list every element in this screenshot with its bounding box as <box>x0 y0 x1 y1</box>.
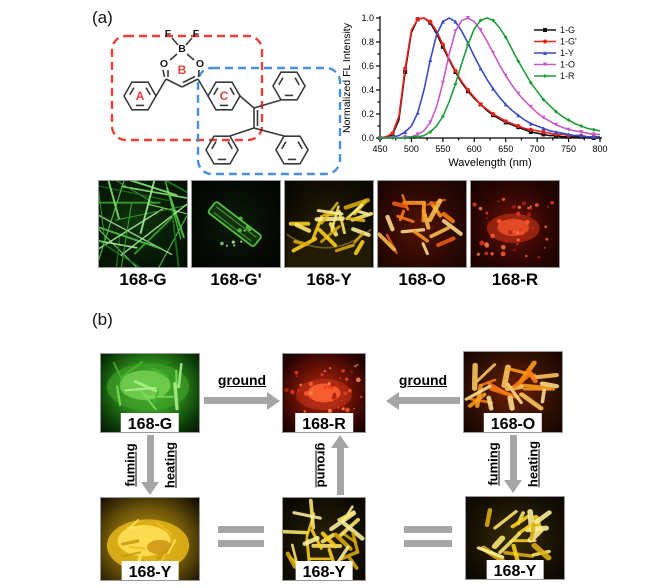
ring-b-label: B <box>178 63 187 77</box>
orange-crystals-texture <box>378 193 463 256</box>
svg-text:450: 450 <box>372 144 387 154</box>
atom-f2: F <box>193 28 200 40</box>
photo-168-R <box>470 180 560 268</box>
caption-168-G: 168-G <box>119 270 167 289</box>
photo-b-168-R: 168-R <box>282 353 366 433</box>
arrow-label-heating: heating <box>525 440 541 488</box>
blue-dashed-highlight-box <box>196 66 342 176</box>
red-dashed-highlight-box <box>110 34 264 142</box>
svg-text:0.0: 0.0 <box>361 133 374 143</box>
yellow-needles-texture <box>283 498 365 571</box>
photo-168-O <box>377 180 467 268</box>
svg-text:0.4: 0.4 <box>361 85 374 95</box>
photo-b-168-Y-middle: 168-Y <box>282 497 366 581</box>
green-needles-texture <box>99 181 187 267</box>
svg-text:1-G': 1-G' <box>560 37 577 47</box>
yellow-crystals-texture <box>286 198 373 267</box>
svg-text:0.2: 0.2 <box>361 109 374 119</box>
series-1-O <box>378 16 600 140</box>
green-mass-texture <box>106 360 190 411</box>
chart-legend: 1-G 1-G'1-Y 1-O1-R <box>534 25 577 81</box>
atom-boron: B <box>178 43 186 55</box>
red-powder-texture <box>472 197 555 259</box>
atom-f1: F <box>165 28 172 40</box>
svg-text:1.0: 1.0 <box>361 13 374 23</box>
chemical-structure-bf2-tpe: F F B O O A B C <box>110 28 342 176</box>
svg-text:1-O: 1-O <box>560 60 575 70</box>
svg-text:550: 550 <box>435 144 450 154</box>
arrow-label-heating: heating <box>162 441 178 489</box>
panel-a-label: (a) <box>92 8 113 27</box>
photo-168-Gp <box>191 180 281 268</box>
ring-c-label: C <box>220 89 229 103</box>
bond-lines <box>155 37 285 137</box>
panel-b-label: (b) <box>92 310 113 329</box>
photo-b-168-O: 168-O <box>463 351 563 433</box>
photo-168-Y <box>284 180 374 268</box>
svg-text:1-Y: 1-Y <box>560 48 574 58</box>
arrow-ground-o-to-r: ground <box>386 372 460 410</box>
svg-text:1-R: 1-R <box>560 71 575 81</box>
photo-b-168-Y-left: 168-Y <box>100 497 200 581</box>
phenyl-rings <box>123 71 309 165</box>
arrowhead-up <box>331 435 349 448</box>
arrow-label-ground: ground <box>314 442 330 488</box>
green-rod-texture <box>207 201 262 247</box>
svg-text:1-G: 1-G <box>560 25 575 35</box>
photo-label-168-Y: 168-Y <box>486 560 544 579</box>
ring-a-label: A <box>136 89 145 103</box>
svg-text:800: 800 <box>592 144 607 154</box>
arrow-label-ground: ground <box>217 372 267 388</box>
photo-label-168-Y: 168-Y <box>295 561 353 580</box>
arrow-ground-y-to-r: ground <box>300 435 364 495</box>
caption-168-Gp: 168-G' <box>210 270 262 289</box>
x-axis-title: Wavelength (nm) <box>448 157 531 169</box>
photo-b-168-Y-right: 168-Y <box>465 496 565 580</box>
photo-168-G <box>98 180 188 268</box>
equals-sign-left <box>218 526 264 554</box>
photo-b-168-G: 168-G <box>100 353 200 433</box>
chart-tick-labels: 450 500 550 600 650 700 750 800 0.0 0.2 0.4 0.6 0.8 1… <box>361 13 607 154</box>
svg-text:650: 650 <box>498 144 513 154</box>
arrowhead-down <box>504 480 522 493</box>
series-1-R <box>378 17 601 140</box>
arrowhead-left <box>386 391 399 410</box>
photo-label-168-G: 168-G <box>120 413 180 432</box>
arrowhead-right <box>267 391 280 410</box>
caption-168-R: 168-R <box>491 270 539 289</box>
arrow-label-fuming: fuming <box>122 443 138 487</box>
atom-o1: O <box>160 58 168 70</box>
y-axis-title: Normalized FL Intensity <box>341 22 353 133</box>
svg-text:500: 500 <box>404 144 419 154</box>
arrow-label-ground: ground <box>398 372 448 388</box>
arrow-label-fuming: fuming <box>485 442 501 486</box>
photo-label-168-R: 168-R <box>295 413 353 432</box>
equals-sign-right <box>404 526 452 554</box>
svg-text:0.8: 0.8 <box>361 37 374 47</box>
arrowhead-down <box>141 482 159 495</box>
photo-label-168-Y: 168-Y <box>121 561 179 580</box>
fl-spectra-chart: 450 500 550 600 650 700 750 800 0.0 0.2 0.4 0.6 0.8 1… <box>341 13 608 169</box>
caption-168-O: 168-O <box>398 270 446 289</box>
svg-text:600: 600 <box>467 144 482 154</box>
yellow-mound-texture <box>106 519 190 572</box>
photo-label-168-O: 168-O <box>483 413 543 432</box>
svg-text:0.6: 0.6 <box>361 61 374 71</box>
arrow-fuming-heating-o-to-y: fuming heating <box>481 435 545 493</box>
caption-168-Y: 168-Y <box>306 270 352 289</box>
orange-crystals-texture <box>464 360 560 411</box>
svg-text:700: 700 <box>530 144 545 154</box>
arrow-fuming-heating-g-to-y: fuming heating <box>118 435 182 495</box>
atom-o2: O <box>196 58 204 70</box>
svg-text:750: 750 <box>561 144 576 154</box>
arrow-ground-g-to-r: ground <box>204 372 280 410</box>
